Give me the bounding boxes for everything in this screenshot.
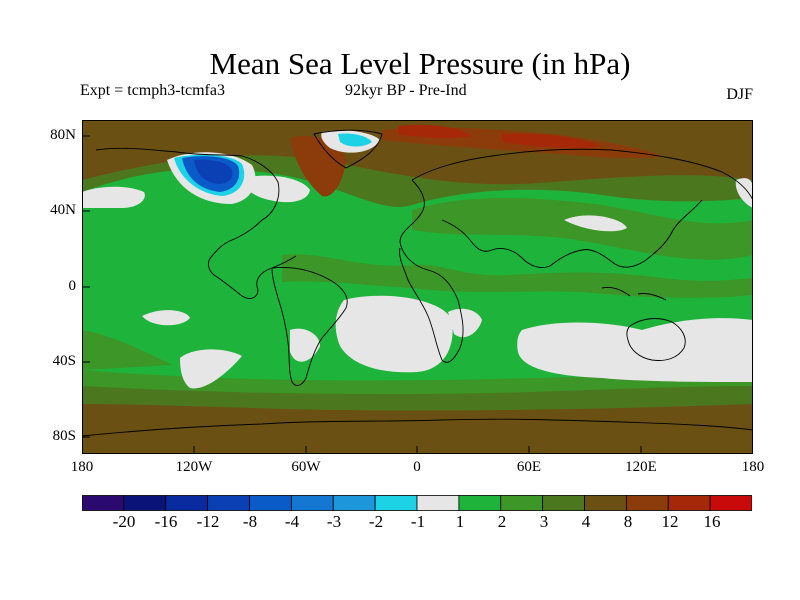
colorbar-label: -2 — [368, 512, 384, 531]
coastlines — [82, 129, 753, 437]
lon-label-120w: 120W — [175, 459, 213, 475]
colorbar-swatch — [667, 495, 711, 511]
colorbar-swatch — [249, 495, 292, 511]
colorbar-label: -3 — [326, 512, 342, 531]
gray-south-pacific-2 — [180, 349, 242, 389]
rust-north-atlantic — [290, 136, 346, 197]
colorbar-label: -12 — [196, 512, 220, 531]
colorbar-swatch — [625, 495, 669, 511]
cyan-greenland — [338, 133, 372, 147]
chart-title: Mean Sea Level Pressure (in hPa) — [209, 46, 631, 81]
pressure-map — [82, 120, 753, 454]
lon-label-180e: 180 — [741, 459, 765, 475]
colorbar-swatch — [500, 495, 544, 511]
gray-east-pacific — [735, 178, 753, 208]
colorbar-label: 1 — [455, 512, 465, 531]
darkblue-north-america — [194, 159, 233, 184]
season-label: DJF — [726, 86, 753, 103]
colorbar-label: 12 — [661, 512, 679, 531]
colorbar-swatch — [165, 495, 209, 511]
gray-south-indian — [517, 318, 753, 382]
gray-asia — [564, 215, 627, 232]
colorbar-label: 2 — [497, 512, 507, 531]
olive-patch-eurasia — [412, 198, 753, 260]
colorbar-swatch — [416, 495, 460, 511]
colorbar-label: -20 — [112, 512, 136, 531]
lon-label-60e: 60E — [516, 459, 542, 475]
coast-europe-africa — [399, 179, 464, 363]
gray-north-atlantic-west — [241, 175, 310, 203]
colorbar-swatch — [542, 495, 585, 511]
colorbar-label: 3 — [539, 512, 549, 531]
lon-label-0: 0 — [413, 459, 421, 475]
colorbar-swatch — [374, 495, 418, 511]
colorbar-label: -16 — [154, 512, 178, 531]
colorbar-swatch — [584, 495, 627, 511]
colorbar-label: 4 — [581, 512, 591, 531]
colorbar-label: 16 — [703, 512, 721, 531]
colorbar-swatch — [709, 495, 752, 511]
colorbar-label: -1 — [410, 512, 426, 531]
colorbar-swatch — [82, 495, 125, 511]
colorbar-swatch — [332, 495, 376, 511]
coast-indonesia — [601, 287, 667, 301]
colorbar-swatch — [290, 495, 334, 511]
gray-south-pacific-1 — [142, 310, 190, 326]
colorbar-label: 8 — [623, 512, 633, 531]
coast-south-america — [271, 267, 348, 386]
period-label: 92kyr BP - Pre-Ind — [345, 82, 467, 99]
colorbar-label: -4 — [284, 512, 300, 531]
coast-australia — [626, 318, 686, 361]
lat-label-80n: 80N — [50, 127, 76, 143]
colorbar-swatch — [458, 495, 502, 511]
colorbar-swatch — [207, 495, 250, 511]
lat-label-40n: 40N — [50, 202, 76, 218]
gray-indian-ocean — [448, 308, 482, 338]
colorbar-label: -8 — [242, 512, 258, 531]
gray-north-pacific — [82, 186, 145, 208]
gray-se-pacific — [290, 328, 320, 362]
coast-greenland — [313, 129, 383, 169]
coast-antarctica — [82, 418, 753, 437]
lat-label-40s: 40S — [52, 353, 76, 369]
red-arctic-1 — [398, 124, 472, 139]
red-siberia — [502, 133, 602, 149]
colorbar — [82, 495, 752, 511]
lon-label-120e: 120E — [625, 459, 657, 475]
gray-south-atlantic — [335, 295, 453, 373]
lat-label-80s: 80S — [52, 428, 76, 444]
lat-label-0: 0 — [68, 278, 77, 294]
colorbar-swatch — [123, 495, 167, 511]
olive-patch-south — [82, 330, 172, 370]
lon-label-180w: 180 — [70, 459, 94, 475]
coast-north-america — [95, 147, 297, 299]
south-darkolive-band — [82, 386, 753, 411]
olive-patch-equatorial — [282, 254, 753, 298]
coast-eurasia — [411, 148, 753, 269]
experiment-label: Expt = tcmph3-tcmfa3 — [80, 82, 225, 99]
lon-label-60w: 60W — [291, 459, 321, 475]
tick-marks — [82, 135, 642, 454]
